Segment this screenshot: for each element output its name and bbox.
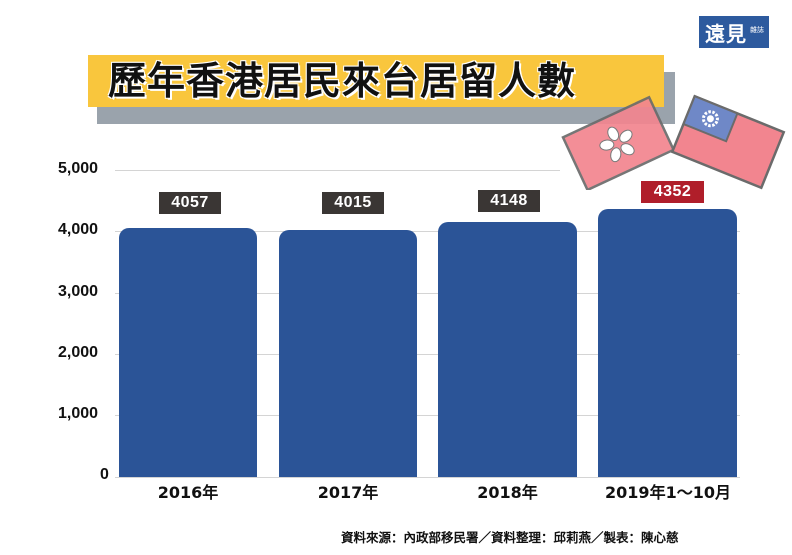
taiwan-flag-icon — [670, 94, 786, 190]
gridline-4000 — [115, 231, 740, 232]
y-tick-1000: 1,000 — [58, 405, 99, 422]
bar-2017 — [279, 230, 417, 477]
logo-main-text: 遠見 — [705, 21, 747, 46]
x-label-2018: 2018年 — [477, 483, 538, 502]
bar-2018 — [438, 222, 577, 477]
gridline-3000 — [115, 293, 740, 294]
axis-baseline — [115, 477, 740, 478]
y-tick-3000: 3,000 — [58, 283, 99, 300]
gridline-5000 — [115, 170, 560, 171]
chart-title: 歷年香港居民來台居留人數 — [108, 59, 577, 103]
y-tick-0: 0 — [100, 466, 109, 483]
value-label-2016: 4057 — [159, 192, 221, 214]
publisher-logo: 遠見 雜誌 — [699, 16, 769, 48]
y-tick-2000: 2,000 — [58, 344, 99, 361]
x-label-2016: 2016年 — [157, 483, 219, 502]
value-label-2017: 4015 — [322, 192, 384, 214]
gridline-1000 — [115, 415, 740, 416]
hong-kong-flag-icon — [561, 95, 675, 190]
gridline-2000 — [115, 354, 740, 355]
logo-sub-text: 雜誌 — [750, 26, 764, 34]
value-label-2019: 4352 — [641, 181, 704, 203]
value-label-2018: 4148 — [478, 190, 540, 212]
bar-2016 — [119, 228, 257, 477]
bar-2019 — [598, 209, 737, 477]
source-credit: 資料來源：內政部移民署／資料整理：邱莉燕／製表：陳心慈 — [341, 530, 679, 545]
x-label-2019: 2019年1～10月 — [605, 483, 731, 502]
y-tick-5000: 5,000 — [58, 160, 99, 177]
y-tick-4000: 4,000 — [58, 221, 99, 238]
title-highlight-block — [88, 55, 664, 107]
x-label-2017: 2017年 — [317, 483, 379, 502]
